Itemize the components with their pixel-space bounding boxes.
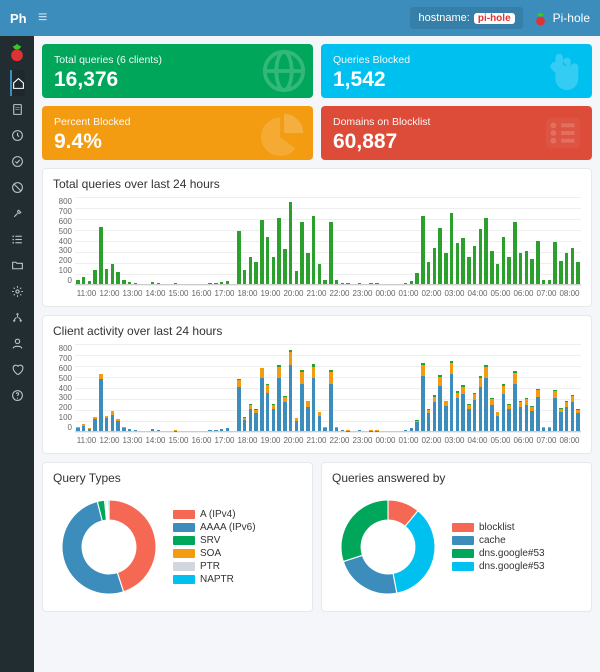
sidebar-item-doc[interactable] <box>10 96 25 122</box>
bar-chart <box>75 197 581 285</box>
donut-chart <box>332 491 444 603</box>
hostname-label: hostname: <box>418 12 469 24</box>
sidebar-item-list[interactable] <box>10 226 25 252</box>
x-axis: 11:0012:0013:0014:0015:0016:0017:0018:00… <box>75 289 581 298</box>
sidebar-item-clock[interactable] <box>10 122 25 148</box>
legend-item[interactable]: PTR <box>173 561 256 572</box>
y-axis: 8007006005004003002001000 <box>53 344 75 432</box>
brand: Ph <box>10 11 34 26</box>
sidebar-item-user[interactable] <box>10 330 25 356</box>
sidebar-item-network[interactable] <box>10 304 25 330</box>
y-axis: 8007006005004003002001000 <box>53 197 75 285</box>
hostname-badge[interactable]: hostname: pi-hole <box>410 7 522 29</box>
panel-total-queries: Total queries over last 24 hours 8007006… <box>42 168 592 307</box>
panel-queries-answered: Queries answered by blocklist cache dns.go… <box>321 462 592 612</box>
app-name: Pi-hole <box>553 11 590 25</box>
sidebar-item-donate[interactable] <box>10 356 25 382</box>
hand-icon <box>540 48 586 98</box>
stat-cards: Total queries (6 clients)16,376Queries B… <box>42 44 592 160</box>
sidebar-item-tools[interactable] <box>10 200 25 226</box>
list-icon <box>540 110 586 160</box>
menu-toggle[interactable]: ≡ <box>38 9 47 27</box>
stat-card-green[interactable]: Total queries (6 clients)16,376 <box>42 44 313 98</box>
sidebar-item-home[interactable] <box>10 70 25 96</box>
sidebar-item-help[interactable] <box>10 382 25 408</box>
main-content: Total queries (6 clients)16,376Queries B… <box>34 36 600 672</box>
legend-item[interactable]: dns.google#53 <box>452 561 545 572</box>
panel-title: Total queries over last 24 hours <box>53 177 581 191</box>
x-axis: 11:0012:0013:0014:0015:0016:0017:0018:00… <box>75 436 581 445</box>
legend-item[interactable]: SOA <box>173 548 256 559</box>
app-indicator[interactable]: Pi-hole <box>533 11 590 26</box>
bar-chart-stacked <box>75 344 581 432</box>
legend-item[interactable]: cache <box>452 535 545 546</box>
sidebar-item-settings[interactable] <box>10 278 25 304</box>
hostname-value: pi-hole <box>474 13 515 24</box>
panel-client-activity: Client activity over last 24 hours 80070… <box>42 315 592 454</box>
pihole-logo-icon <box>533 11 548 26</box>
stat-card-red[interactable]: Domains on Blocklist60,887 <box>321 106 592 160</box>
legend: A (IPv4) AAAA (IPv6) SRV SOA PTR NAPTR <box>173 509 256 585</box>
legend-item[interactable]: AAAA (IPv6) <box>173 522 256 533</box>
globe-icon <box>261 48 307 98</box>
legend-item[interactable]: blocklist <box>452 522 545 533</box>
panel-title: Query Types <box>53 471 302 485</box>
panel-title: Client activity over last 24 hours <box>53 324 581 338</box>
legend-item[interactable]: NAPTR <box>173 574 256 585</box>
panel-title: Queries answered by <box>332 471 581 485</box>
donut-chart <box>53 491 165 603</box>
legend-item[interactable]: SRV <box>173 535 256 546</box>
stat-card-orange[interactable]: Percent Blocked9.4% <box>42 106 313 160</box>
pie-icon <box>261 110 307 160</box>
topbar: Ph ≡ hostname: pi-hole Pi-hole <box>0 0 600 36</box>
legend-item[interactable]: A (IPv4) <box>173 509 256 520</box>
legend: blocklist cache dns.google#53 dns.google#53 <box>452 522 545 572</box>
sidebar-logo-icon <box>7 42 27 62</box>
sidebar-item-folder[interactable] <box>10 252 25 278</box>
sidebar-item-check[interactable] <box>10 148 25 174</box>
sidebar-item-ban[interactable] <box>10 174 25 200</box>
legend-item[interactable]: dns.google#53 <box>452 548 545 559</box>
sidebar <box>0 36 34 672</box>
panel-query-types: Query Types A (IPv4) AAAA (IPv6) SRV SOA PTR… <box>42 462 313 612</box>
stat-card-blue[interactable]: Queries Blocked1,542 <box>321 44 592 98</box>
